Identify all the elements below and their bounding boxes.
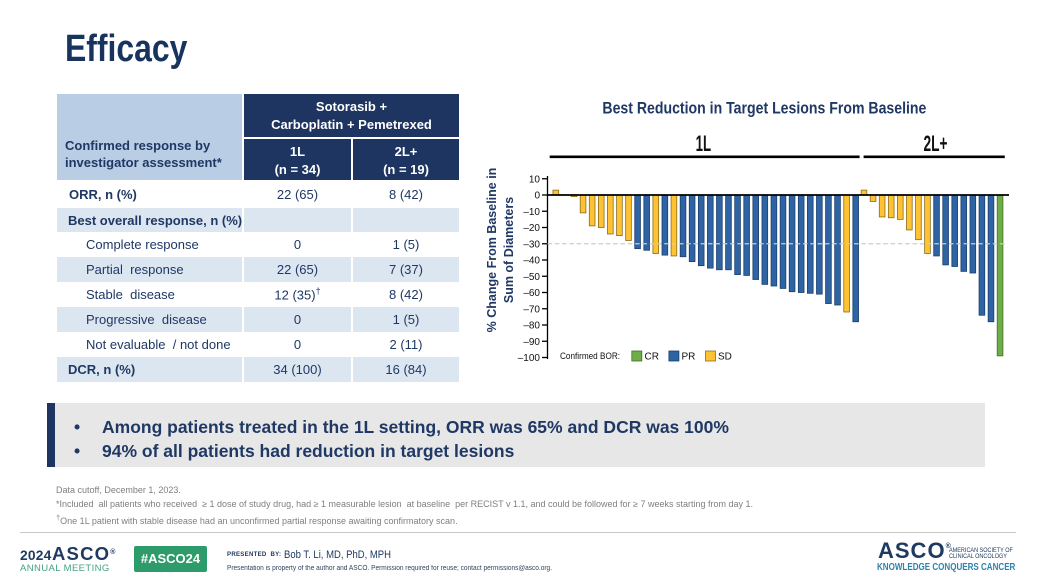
svg-text:CR: CR [645, 352, 659, 363]
svg-text:1L: 1L [696, 131, 712, 156]
svg-text:SD: SD [718, 352, 732, 363]
svg-text:–70: –70 [523, 304, 540, 315]
svg-text:–100: –100 [518, 353, 541, 364]
svg-text:–40: –40 [523, 256, 540, 267]
svg-text:2L+: 2L+ [924, 131, 948, 156]
svg-text:10: 10 [529, 174, 541, 185]
svg-text:–90: –90 [523, 337, 540, 348]
svg-text:–10: –10 [523, 207, 540, 218]
svg-text:–30: –30 [523, 239, 540, 250]
svg-text:Best Reduction in Target Lesio: Best Reduction in Target Lesions From Ba… [602, 99, 926, 117]
svg-text:–60: –60 [523, 288, 540, 299]
svg-text:–80: –80 [523, 321, 540, 332]
svg-text:–50: –50 [523, 272, 540, 283]
svg-text:PR: PR [682, 352, 696, 363]
svg-text:–20: –20 [523, 223, 540, 234]
svg-text:% Change From Baseline in: % Change From Baseline in [485, 168, 499, 333]
svg-text:Sum of Diameters: Sum of Diameters [502, 197, 516, 303]
svg-text:0: 0 [534, 191, 540, 202]
svg-text:Confirmed BOR:: Confirmed BOR: [560, 351, 620, 362]
